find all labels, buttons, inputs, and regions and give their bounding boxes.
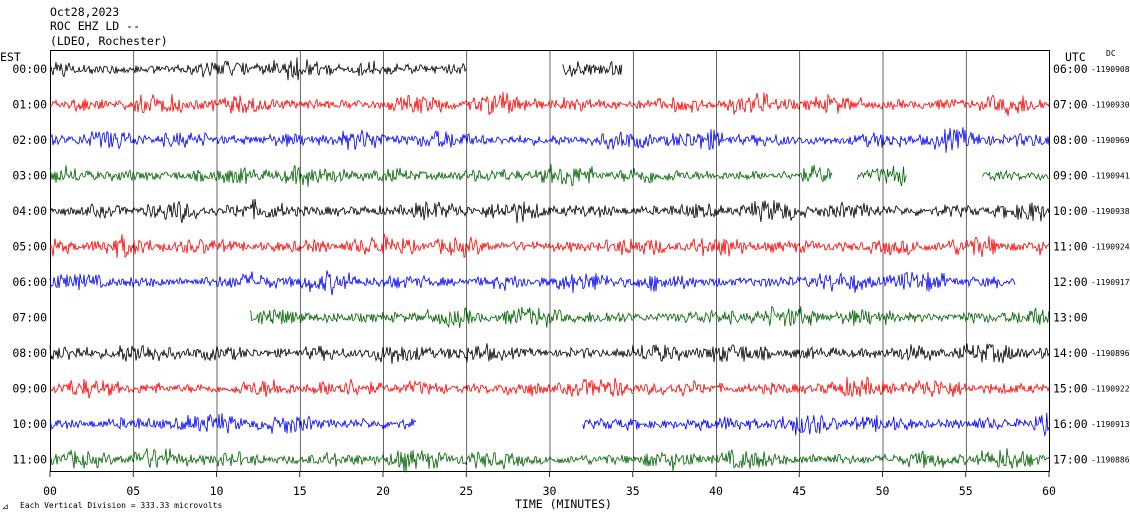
utc-row-label: 16:00 (1053, 417, 1088, 431)
trace-row-3-segment-2 (982, 169, 1049, 182)
x-tick-label: 55 (959, 484, 973, 498)
minute-gridlines (133, 50, 967, 471)
utc-row-label: 17:00 (1053, 453, 1088, 467)
x-tick-label: 00 (43, 484, 57, 498)
x-tick-label: 35 (626, 484, 640, 498)
utc-row-label: 09:00 (1053, 169, 1088, 183)
est-row-label: 10:00 (12, 417, 47, 431)
dc-offset-value: -1190924 (1091, 243, 1130, 252)
utc-row-label: 08:00 (1053, 133, 1088, 147)
trace-row-9-segment-0 (49, 376, 1050, 399)
est-row-label: 05:00 (12, 240, 47, 254)
dc-offset-value: -1190886 (1091, 456, 1130, 465)
x-tick-label: 10 (210, 484, 224, 498)
trace-row-11-segment-0 (49, 448, 1050, 473)
utc-row-label: 14:00 (1053, 346, 1088, 360)
dc-offset-value: -1190908 (1091, 65, 1130, 74)
x-tick-label: 45 (792, 484, 806, 498)
dc-offset-value: -1190917 (1091, 278, 1130, 287)
trace-row-3-segment-1 (857, 165, 907, 187)
trace-row-5-segment-0 (49, 233, 1050, 259)
trace-row-0-segment-0 (49, 57, 467, 81)
x-tick-label: 05 (126, 484, 140, 498)
x-axis-ticks: 00 05 10 15 20 25 30 35 40 45 50 55 60 (43, 471, 1056, 498)
utc-row-label: 13:00 (1053, 311, 1088, 325)
trace-row-0-segment-1 (562, 60, 623, 77)
trace-row-3-segment-0 (49, 164, 833, 187)
est-row-label: 04:00 (12, 204, 47, 218)
utc-axis-label: UTC (1065, 50, 1086, 64)
est-row-label: 11:00 (12, 453, 47, 467)
utc-row-label: 07:00 (1053, 98, 1088, 112)
dc-offset-value: -1190896 (1091, 349, 1130, 358)
est-row-label: 00:00 (12, 62, 47, 76)
x-tick-label: 60 (1042, 484, 1056, 498)
est-row-label: 02:00 (12, 133, 47, 147)
est-axis-label: EST (0, 50, 21, 64)
utc-row-label: 06:00 (1053, 62, 1088, 76)
est-row-label: 08:00 (12, 346, 47, 360)
utc-row-label: 15:00 (1053, 382, 1088, 396)
title-line-2: ROC EHZ LD -- (50, 19, 140, 33)
est-row-label: 01:00 (12, 98, 47, 112)
dc-label: DC (1106, 49, 1116, 58)
trace-row-2-segment-0 (49, 127, 1050, 153)
x-axis-label: TIME (MINUTES) (515, 497, 612, 511)
dc-offset-value: -1190930 (1091, 101, 1130, 110)
dc-offset-value: -1190913 (1091, 420, 1130, 429)
trace-row-1-segment-0 (49, 91, 1050, 117)
x-tick-label: 15 (293, 484, 307, 498)
est-row-label: 09:00 (12, 382, 47, 396)
x-tick-label: 50 (876, 484, 890, 498)
trace-row-8-segment-0 (49, 343, 1050, 364)
seismic-traces (49, 57, 1050, 473)
trace-row-10-segment-0 (49, 413, 417, 434)
dc-offset-value: -1190922 (1091, 385, 1130, 394)
x-tick-label: 40 (709, 484, 723, 498)
est-row-label: 03:00 (12, 169, 47, 183)
footer-scale-text: Each Vertical Division = 333.33 microvol… (20, 501, 222, 510)
trace-row-10-segment-1 (582, 412, 1050, 437)
est-row-label: 07:00 (12, 311, 47, 325)
title-line-3: (LDEO, Rochester) (50, 34, 168, 48)
dc-offset-value: -1190969 (1091, 136, 1130, 145)
dc-offset-value: -1190941 (1091, 172, 1130, 181)
utc-row-label: 11:00 (1053, 240, 1088, 254)
est-row-label: 06:00 (12, 275, 47, 289)
utc-row-label: 12:00 (1053, 275, 1088, 289)
x-tick-label: 25 (459, 484, 473, 498)
trace-row-6-segment-0 (49, 270, 1016, 296)
x-tick-label: 30 (543, 484, 557, 498)
scale-glyph: ⊿ (2, 502, 9, 511)
trace-row-4-segment-0 (49, 198, 1050, 224)
utc-row-label: 10:00 (1053, 204, 1088, 218)
trace-row-7-segment-0 (249, 305, 1050, 329)
title-line-1: Oct28,2023 (50, 5, 119, 19)
dc-offset-value: -1190938 (1091, 207, 1130, 216)
x-tick-label: 20 (376, 484, 390, 498)
